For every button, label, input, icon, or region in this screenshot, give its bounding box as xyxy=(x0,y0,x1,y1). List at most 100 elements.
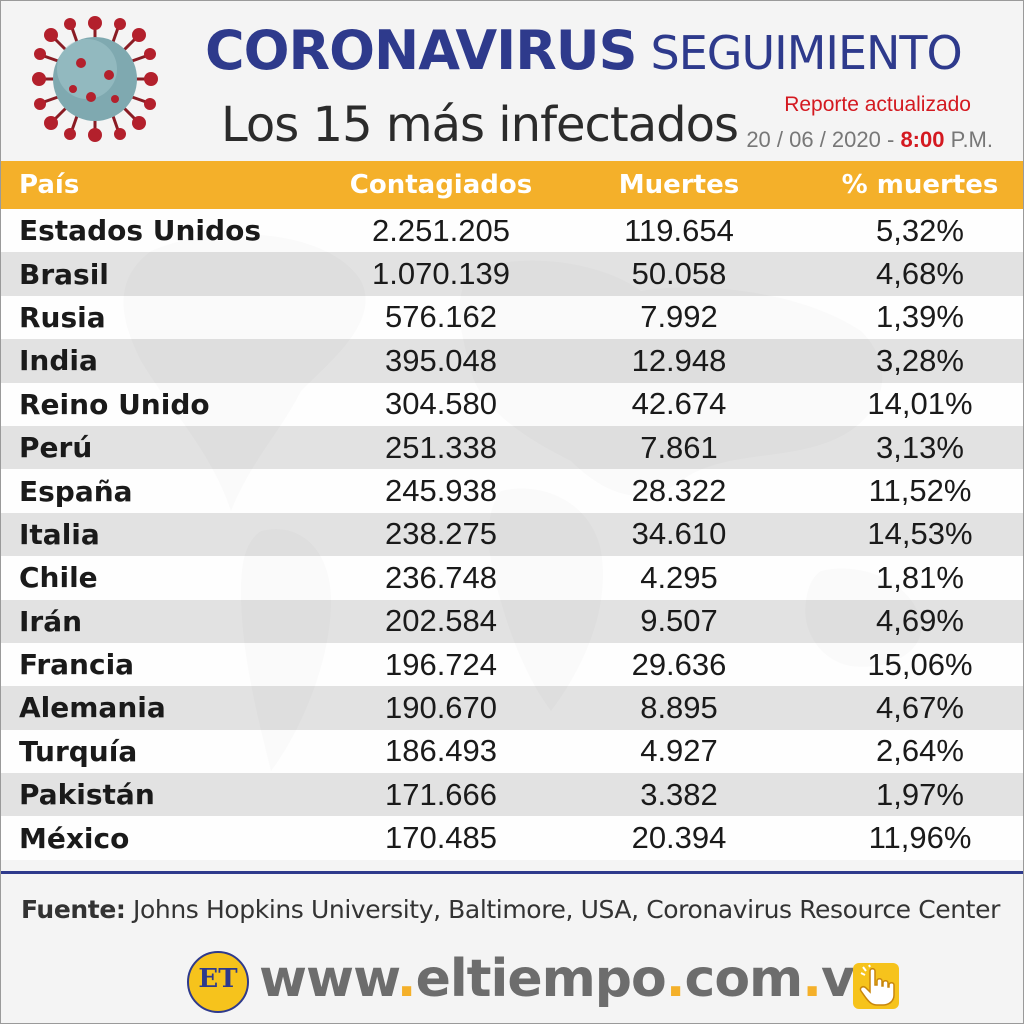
table-header: País Contagiados Muertes % muertes xyxy=(1,161,1023,209)
cell-muertes: 4.927 xyxy=(640,733,718,769)
cell-pais: España xyxy=(19,474,133,508)
data-table: País Contagiados Muertes % muertes Estad… xyxy=(1,161,1023,860)
table-row: Alemania 190.670 8.895 4,67% xyxy=(1,686,1023,730)
table-row: Turquía 186.493 4.927 2,64% xyxy=(1,729,1023,774)
cell-contagiados: 245.938 xyxy=(384,473,498,509)
divider xyxy=(1,871,1023,874)
cell-contagiados: 170.485 xyxy=(384,820,498,856)
cell-contagiados: 190.670 xyxy=(384,689,498,725)
cell-contagiados: 236.748 xyxy=(384,559,498,595)
table-row: Rusia 576.162 7.992 1,39% xyxy=(1,295,1023,340)
table-body: Estados Unidos 2.251.205 119.654 5,32% Brasi… xyxy=(1,209,1023,860)
cell-contagiados: 576.162 xyxy=(384,299,498,335)
url-part-www: www xyxy=(259,949,398,1009)
logo-text: ET xyxy=(198,964,238,994)
cell-muertes: 4.295 xyxy=(640,559,718,595)
cell-pais: Estados Unidos xyxy=(19,214,261,248)
cell-pais: India xyxy=(19,344,98,378)
cell-muertes: 3.382 xyxy=(640,776,718,812)
title-word-coronavirus: CORONAVIRUS xyxy=(205,19,638,82)
cell-pct-muertes: 3,13% xyxy=(876,429,964,465)
cell-contagiados: 304.580 xyxy=(384,386,498,422)
cell-muertes: 119.654 xyxy=(624,212,734,248)
header-contagiados: Contagiados xyxy=(349,170,533,200)
cell-muertes: 7.992 xyxy=(640,299,718,335)
cell-pct-muertes: 15,06% xyxy=(867,646,973,682)
cell-muertes: 20.394 xyxy=(631,820,727,856)
table-row: Brasil 1.070.139 50.058 4,68% xyxy=(1,252,1023,296)
source-label: Fuente: xyxy=(21,895,126,924)
el-tiempo-logo[interactable]: ET xyxy=(187,951,249,1013)
website-link[interactable]: www.eltiempo.com.ve xyxy=(259,949,889,1009)
cell-pais: México xyxy=(19,821,130,855)
table-row: India 395.048 12.948 3,28% xyxy=(1,339,1023,383)
url-part-domain: eltiempo xyxy=(415,949,667,1009)
cell-pct-muertes: 4,69% xyxy=(876,603,964,639)
date-text: 20 / 06 / 2020 - xyxy=(746,127,895,152)
table-row: Estados Unidos 2.251.205 119.654 5,32% xyxy=(1,209,1023,253)
cell-muertes: 50.058 xyxy=(631,256,727,292)
cell-muertes: 28.322 xyxy=(631,473,727,509)
url-dot: . xyxy=(802,949,822,1009)
coronavirus-icon xyxy=(32,16,158,142)
cell-muertes: 42.674 xyxy=(631,386,727,422)
report-label: Reporte actualizado xyxy=(784,93,971,116)
table-row: Francia 196.724 29.636 15,06% xyxy=(1,642,1023,687)
header-pct-muertes: % muertes xyxy=(841,170,999,200)
cell-pct-muertes: 1,39% xyxy=(876,299,964,335)
cell-contagiados: 2.251.205 xyxy=(372,212,510,248)
cell-pais: Chile xyxy=(19,561,98,595)
cell-muertes: 9.507 xyxy=(640,603,718,639)
header-pais: País xyxy=(19,170,80,200)
cell-pct-muertes: 11,96% xyxy=(868,820,972,856)
cell-pct-muertes: 1,97% xyxy=(876,776,964,812)
cell-muertes: 8.895 xyxy=(640,689,718,725)
cell-pct-muertes: 1,81% xyxy=(876,559,964,595)
cell-pais: Alemania xyxy=(19,691,166,725)
cell-pct-muertes: 2,64% xyxy=(876,733,964,769)
table-row: Italia 238.275 34.610 14,53% xyxy=(1,512,1023,557)
cell-pais: Perú xyxy=(19,431,93,465)
cell-muertes: 34.610 xyxy=(631,516,727,552)
cell-muertes: 7.861 xyxy=(640,429,718,465)
cell-pct-muertes: 5,32% xyxy=(876,212,964,248)
source-note: Fuente: Johns Hopkins University, Baltim… xyxy=(21,895,1000,924)
time-text: 8:00 xyxy=(900,127,945,152)
title-word-seguimiento: SEGUIMIENTO xyxy=(650,26,963,80)
cell-pct-muertes: 14,01% xyxy=(867,386,973,422)
url-dot: . xyxy=(665,949,686,1009)
cell-pais: Irán xyxy=(19,604,83,638)
cell-muertes: 12.948 xyxy=(631,342,727,378)
table-row: Chile 236.748 4.295 1,81% xyxy=(1,556,1023,600)
header-muertes: Muertes xyxy=(618,170,740,200)
pointer-hand-icon[interactable] xyxy=(853,963,899,1009)
cell-pais: Rusia xyxy=(19,300,106,334)
cell-pais: Reino Unido xyxy=(19,387,210,421)
cell-pct-muertes: 14,53% xyxy=(867,516,973,552)
cell-contagiados: 202.584 xyxy=(384,603,498,639)
cell-contagiados: 196.724 xyxy=(384,646,498,682)
cell-contagiados: 1.070.139 xyxy=(372,256,510,292)
page-title: CORONAVIRUS SEGUIMIENTO xyxy=(205,19,963,82)
page-subtitle: Los 15 más infectados xyxy=(221,97,739,153)
table-row: Perú 251.338 7.861 3,13% xyxy=(1,425,1023,470)
report-date: 20 / 06 / 2020 - 8:00 P.M. xyxy=(746,127,993,153)
cell-pais: Francia xyxy=(19,648,135,682)
url-part-com: com xyxy=(684,949,804,1009)
cell-contagiados: 238.275 xyxy=(384,516,498,552)
table-row: España 245.938 28.322 11,52% xyxy=(1,469,1023,513)
cell-contagiados: 171.666 xyxy=(384,776,498,812)
cell-pais: Brasil xyxy=(19,257,109,291)
url-dot: . xyxy=(396,949,417,1009)
cell-pais: Italia xyxy=(19,517,100,551)
source-text: Johns Hopkins University, Baltimore, USA… xyxy=(133,895,1000,924)
table-row: Pakistán 171.666 3.382 1,97% xyxy=(1,773,1023,817)
cell-muertes: 29.636 xyxy=(631,646,727,682)
cell-contagiados: 251.338 xyxy=(384,429,498,465)
cell-pct-muertes: 4,68% xyxy=(876,256,964,292)
time-suffix: P.M. xyxy=(950,127,993,152)
cell-contagiados: 395.048 xyxy=(384,342,498,378)
table-row: México 170.485 20.394 11,96% xyxy=(1,816,1023,860)
table-row: Reino Unido 304.580 42.674 14,01% xyxy=(1,382,1023,426)
